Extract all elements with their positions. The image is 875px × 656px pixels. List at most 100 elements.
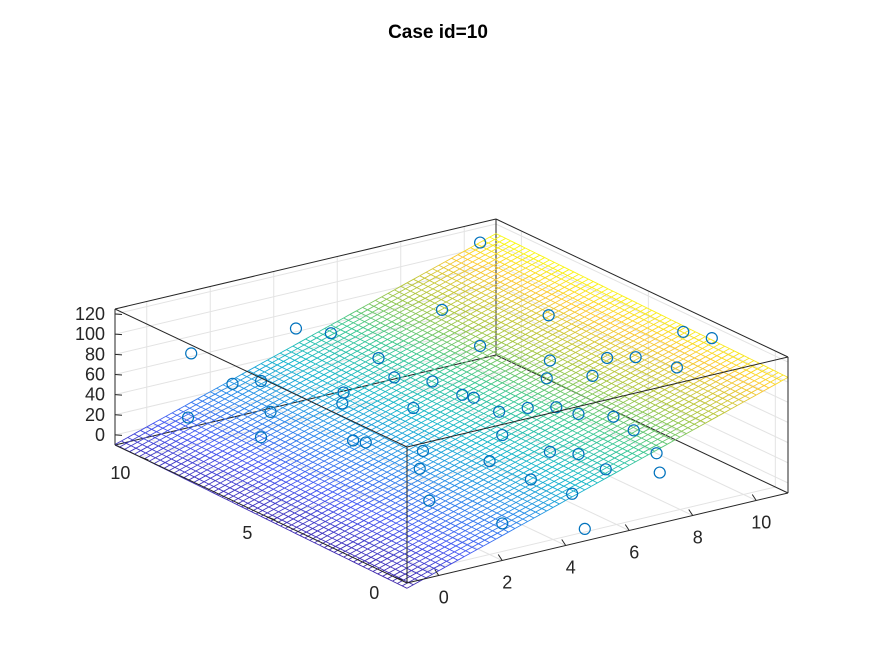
surface-mesh-line (340, 482, 346, 486)
surface-mesh-line (610, 425, 618, 431)
surface-mesh-line (178, 429, 184, 433)
surface-mesh-line (338, 488, 345, 492)
surface-mesh-line (380, 558, 388, 563)
surface-mesh-line (693, 400, 701, 405)
surface-mesh-line (377, 573, 383, 577)
surface-mesh-line (251, 465, 257, 469)
surface-mesh-line (615, 407, 622, 413)
surface-mesh-line (723, 388, 731, 393)
surface-mesh-line (356, 549, 362, 553)
surface-mesh-line (530, 505, 538, 511)
surface-mesh-line (354, 552, 362, 557)
surface-mesh-line (404, 550, 412, 555)
surface-mesh-line (457, 556, 465, 561)
surface-mesh-line (461, 498, 468, 503)
surface-mesh-line (577, 469, 585, 474)
surface-mesh-line (310, 493, 316, 497)
surface-mesh-line (541, 484, 548, 489)
surface-mesh-line (335, 546, 341, 550)
surface-mesh-line (375, 492, 382, 497)
surface-mesh-line (510, 496, 518, 501)
surface-mesh-line (576, 429, 584, 434)
surface-mesh-line (631, 449, 639, 454)
surface-mesh-line (420, 574, 427, 579)
surface-mesh-line (720, 380, 728, 385)
surface-mesh-line (188, 433, 194, 438)
surface-mesh-line (179, 469, 185, 473)
surface-mesh-line (409, 576, 416, 580)
surface-mesh-line (415, 528, 423, 534)
surface-mesh-line (230, 461, 237, 465)
surface-mesh-line (559, 453, 567, 459)
surface-mesh-line (243, 434, 249, 438)
surface-mesh-line (372, 567, 380, 572)
surface-mesh-line (406, 564, 414, 569)
surface-mesh-line (272, 468, 278, 472)
surface-mesh-line (284, 487, 290, 491)
surface-mesh-line (297, 480, 303, 484)
surface-mesh-line (458, 510, 466, 515)
surface-mesh-line (492, 480, 500, 485)
surface-mesh-line (159, 419, 165, 423)
surface-mesh-line (699, 376, 707, 381)
surface-mesh-line (606, 443, 613, 448)
surface-mesh-line (434, 541, 441, 546)
surface-mesh-line (255, 493, 261, 497)
surface-mesh-line (382, 575, 388, 580)
surface-mesh-line (436, 535, 442, 540)
surface-mesh-line (307, 525, 313, 529)
surface-mesh-line (391, 560, 398, 564)
surface-mesh-line (302, 457, 309, 461)
surface-mesh-line (451, 513, 459, 518)
surface-mesh-line (387, 511, 393, 516)
surface-mesh-line (504, 499, 512, 505)
surface-mesh-line (328, 509, 334, 513)
surface-mesh-line (616, 468, 624, 473)
surface-mesh-line (551, 463, 559, 468)
surface-mesh-line (450, 543, 457, 547)
surface-mesh-line (717, 392, 725, 397)
surface-mesh-line (284, 507, 290, 512)
surface-mesh-line (382, 552, 389, 557)
surface-mesh-line (446, 560, 452, 565)
surface-mesh-line (317, 530, 323, 534)
surface-mesh-line (694, 374, 702, 379)
surface-mesh-line (182, 457, 188, 461)
surface-mesh-line (733, 373, 740, 378)
surface-mesh-line (437, 526, 445, 531)
surface-mesh-line (664, 385, 672, 391)
surface-mesh-line (549, 475, 556, 480)
surface-mesh-line (739, 369, 747, 374)
surface-mesh-line (392, 534, 399, 538)
surface-mesh-line (381, 535, 387, 539)
surface-mesh-line (509, 481, 516, 487)
surface-mesh-line (262, 443, 268, 447)
surface-mesh-line (517, 492, 525, 497)
surface-mesh-line (436, 532, 444, 537)
surface-mesh-line (452, 557, 458, 561)
surface-mesh-line (685, 389, 693, 394)
surface-mesh-line (198, 438, 204, 442)
surface-mesh-line (340, 548, 346, 552)
surface-mesh-line (254, 453, 260, 457)
surface-mesh-line (428, 562, 436, 567)
surface-mesh-line (698, 422, 706, 428)
surface-mesh-line (645, 416, 653, 421)
surface-mesh-line (188, 413, 194, 417)
surface-mesh-line (666, 400, 674, 405)
surface-mesh-line (429, 515, 437, 521)
surface-mesh-line (137, 441, 143, 446)
surface-mesh-line (204, 415, 210, 419)
surface-mesh-line (731, 358, 739, 364)
surface-mesh-line (397, 583, 403, 587)
surface-mesh-line (593, 450, 601, 455)
surface-mesh-line (235, 443, 241, 447)
surface-mesh-line (408, 578, 416, 583)
surface-mesh-line (261, 449, 267, 453)
surface-mesh-line (742, 357, 750, 363)
surface-mesh-line (400, 567, 407, 573)
surface-mesh-line (494, 474, 502, 480)
surface-mesh-line (684, 369, 692, 374)
surface-mesh-line (171, 458, 177, 462)
surface-mesh-line (342, 496, 348, 500)
